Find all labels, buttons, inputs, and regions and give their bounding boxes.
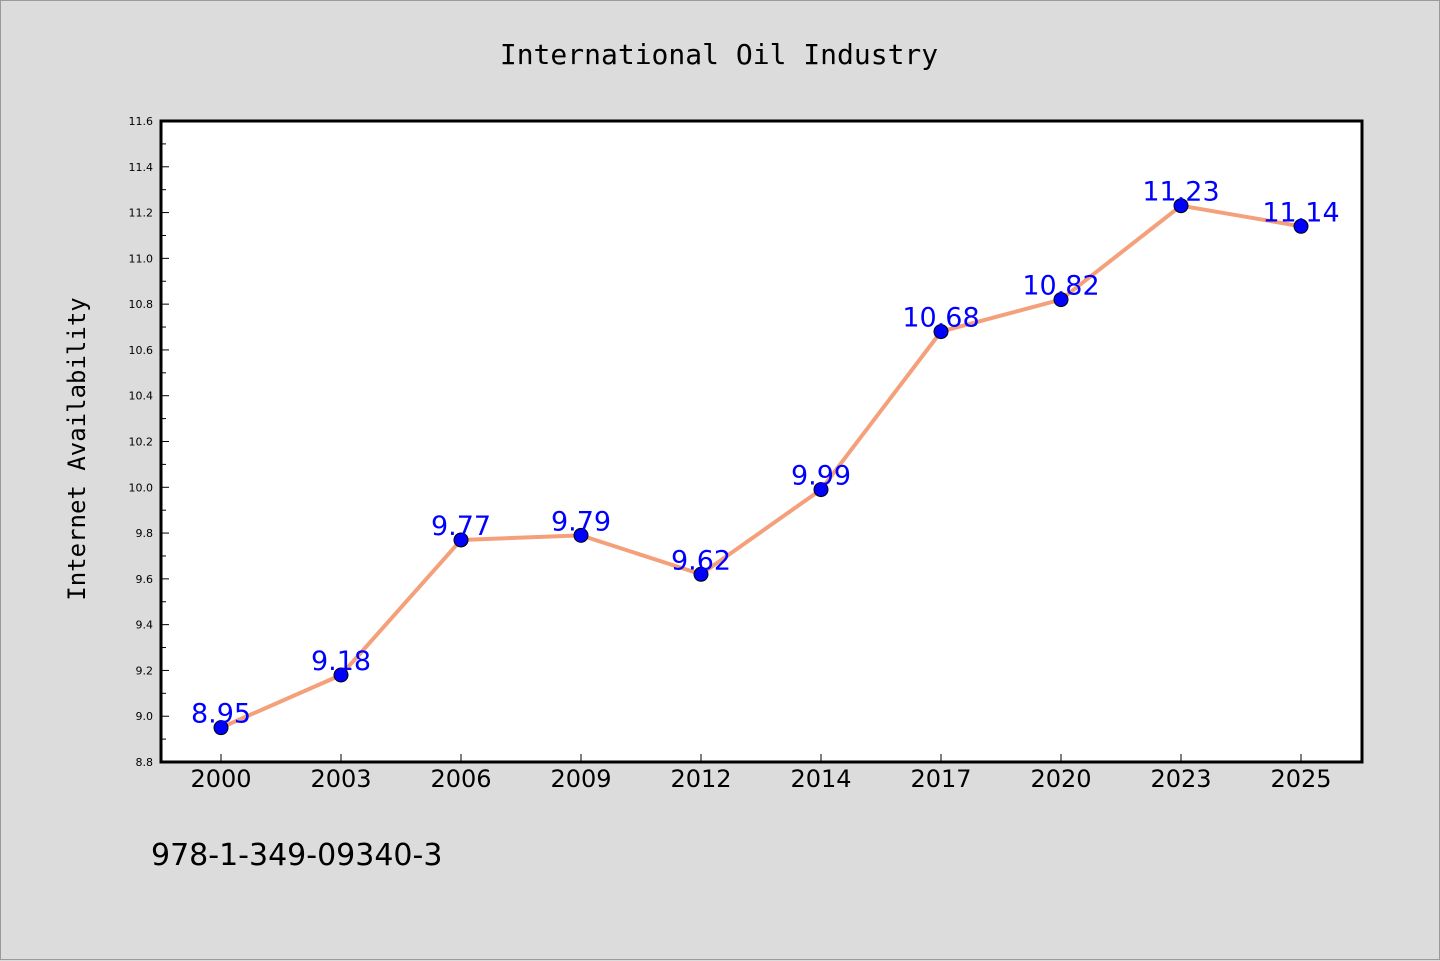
- x-tick-label: 2020: [1030, 765, 1091, 793]
- series-line: [220, 203, 1302, 730]
- data-label: 8.95: [191, 699, 251, 730]
- y-tick-label: 9.2: [136, 664, 154, 677]
- y-tick-label: 10.4: [129, 390, 154, 403]
- data-point: [1293, 218, 1309, 234]
- y-tick-label: 9.8: [136, 527, 154, 540]
- y-tick-label: 10.8: [129, 298, 154, 311]
- y-tick-label: 9.4: [136, 619, 154, 632]
- y-tick-label: 10.2: [129, 436, 154, 449]
- data-label: 11.23: [1142, 177, 1219, 208]
- y-axis: 8.8 9.0 9.2 9.4 9.6 9.8 10.0 10.2 10.4 10.6 10.8 11…: [129, 115, 169, 769]
- x-tick-label: 2025: [1270, 765, 1331, 793]
- data-label: 10.82: [1022, 271, 1099, 302]
- data-label: 9.62: [671, 545, 731, 576]
- isbn-footnote: 978-1-349-09340-3: [151, 838, 442, 873]
- data-point: [453, 532, 469, 548]
- data-point: [693, 566, 709, 582]
- y-tick-label: 10.0: [129, 481, 154, 494]
- y-tick-label: 11.6: [129, 115, 154, 128]
- data-label: 11.14: [1262, 197, 1339, 228]
- data-label: 9.99: [791, 461, 851, 492]
- y-tick-label: 10.6: [129, 344, 154, 357]
- data-point: [333, 667, 349, 683]
- data-point: [1173, 198, 1189, 214]
- y-axis-label: Internet Availability: [63, 297, 91, 600]
- data-point: [213, 720, 229, 736]
- x-tick-label: 2017: [910, 765, 971, 793]
- data-label: 9.18: [311, 646, 371, 677]
- data-label: 9.77: [431, 511, 491, 542]
- data-point: [933, 324, 949, 340]
- chart-title: International Oil Industry: [500, 38, 938, 71]
- data-point: [813, 482, 829, 498]
- x-tick-label: 2009: [550, 765, 611, 793]
- x-tick-label: 2012: [670, 765, 731, 793]
- y-tick-label: 9.0: [136, 710, 154, 723]
- y-tick-label: 11.4: [129, 161, 154, 174]
- data-label: 10.68: [902, 303, 979, 334]
- data-label: 9.79: [551, 506, 611, 537]
- y-tick-label: 11.2: [129, 207, 154, 220]
- y-tick-label: 11.0: [129, 252, 154, 265]
- x-tick-label: 2006: [430, 765, 491, 793]
- x-tick-label: 2003: [310, 765, 371, 793]
- series-layer: [213, 198, 1309, 736]
- data-labels: 8.95 9.18 9.77 9.79 9.62 9.99 10.68 10.82 11.23 1…: [191, 177, 1340, 730]
- x-axis: 2000 2003 2006 2009 2012 2014 2017 2020 2023 2025: [190, 754, 1332, 793]
- x-tick-label: 2014: [790, 765, 851, 793]
- y-tick-label: 9.6: [136, 573, 154, 586]
- x-tick-label: 2023: [1150, 765, 1211, 793]
- y-tick-label: 8.8: [136, 756, 154, 769]
- data-point: [573, 527, 589, 543]
- data-point: [1053, 292, 1069, 308]
- x-tick-label: 2000: [190, 765, 251, 793]
